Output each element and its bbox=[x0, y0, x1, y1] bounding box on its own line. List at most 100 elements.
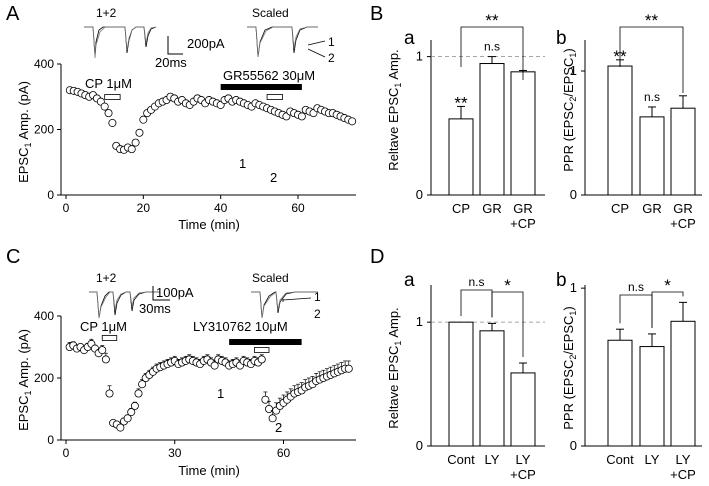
drug-bars bbox=[101, 335, 302, 353]
trace2-label: 2 bbox=[328, 51, 335, 65]
x-tick-label: 20 bbox=[137, 201, 151, 215]
y-axis-label: EPSC1 Amp. (pA) bbox=[16, 81, 33, 183]
category-label: Cont bbox=[606, 452, 634, 467]
category-label: +CP bbox=[670, 216, 696, 231]
y-tick-label: 1 bbox=[570, 63, 577, 78]
data-point bbox=[261, 395, 270, 404]
scalebar-y-label: 200pA bbox=[187, 36, 225, 51]
drug-bar-filled bbox=[220, 84, 302, 90]
data-point bbox=[344, 364, 353, 373]
data-point bbox=[135, 128, 144, 137]
trace-scaled-gray bbox=[247, 26, 318, 58]
trace-scaled-gray bbox=[251, 291, 318, 319]
category-label: +CP bbox=[670, 467, 696, 482]
data-point bbox=[100, 102, 109, 111]
y-tick-label: 0 bbox=[416, 438, 423, 453]
data-point bbox=[98, 346, 107, 355]
x-tick-label: 30 bbox=[168, 446, 182, 460]
y-tick-label: 1 bbox=[416, 49, 423, 64]
category-label: Cont bbox=[447, 452, 475, 467]
category-label: GR bbox=[673, 201, 693, 216]
data-point bbox=[348, 117, 357, 126]
bar bbox=[607, 339, 633, 447]
data-point bbox=[105, 389, 114, 398]
y-ticks: 0 200 400 bbox=[34, 309, 61, 447]
data-point bbox=[210, 361, 219, 370]
y-tick-label: 200 bbox=[34, 123, 54, 137]
scalebar-y-label: 100pA bbox=[156, 285, 194, 300]
trace-overlay-gray bbox=[89, 291, 160, 319]
axes bbox=[60, 316, 356, 441]
y-tick-label: 1 bbox=[416, 314, 423, 329]
significance-label: * bbox=[504, 276, 511, 295]
category-label: LY bbox=[645, 452, 660, 467]
category-label: +CP bbox=[510, 216, 536, 231]
drug-bar-open bbox=[254, 347, 270, 353]
y-tick-label: 0 bbox=[570, 187, 577, 202]
significance-label: ** bbox=[454, 93, 468, 112]
drug2-label: GR55562 30μM bbox=[223, 68, 315, 83]
trace2-label: 2 bbox=[314, 307, 321, 321]
significance-label: * bbox=[664, 276, 671, 295]
significance-bracket bbox=[460, 26, 524, 80]
trace-left-label: 1+2 bbox=[96, 271, 117, 285]
x-axis-label: Time (min) bbox=[178, 463, 240, 478]
y-ticks: 0 200 400 bbox=[34, 57, 61, 202]
trace2-pointer bbox=[307, 48, 326, 58]
drug-bar-filled bbox=[229, 339, 302, 345]
sub-letter-da: a bbox=[404, 270, 415, 291]
y-tick-label: 400 bbox=[34, 57, 54, 71]
scalebar-x-label: 20ms bbox=[155, 55, 187, 70]
y-axis-label: PPR (EPSC2/EPSC1) bbox=[561, 306, 578, 429]
mark2-label: 2 bbox=[270, 170, 277, 185]
x-tick-label: 60 bbox=[277, 446, 291, 460]
significance-label: n.s bbox=[484, 40, 500, 54]
data-point bbox=[123, 414, 132, 423]
y-tick-label: 0 bbox=[570, 438, 577, 453]
bar bbox=[510, 71, 536, 196]
trace-right-label: Scaled bbox=[252, 271, 289, 285]
y-axis-label: EPSC1 Amp. (pA) bbox=[16, 329, 33, 431]
bar bbox=[510, 372, 536, 447]
data-points bbox=[65, 338, 353, 432]
sub-letter-bb: b bbox=[556, 28, 567, 49]
trace-right-label: Scaled bbox=[252, 6, 289, 20]
bar bbox=[479, 63, 505, 196]
significance-bracket bbox=[491, 291, 524, 358]
bar bbox=[479, 330, 505, 447]
data-point bbox=[139, 115, 148, 124]
significance-label: ** bbox=[645, 11, 659, 30]
trace-left-label: 1+2 bbox=[96, 6, 117, 20]
drug-bar-open bbox=[104, 94, 121, 100]
y-tick-label: 0 bbox=[47, 188, 54, 202]
bar bbox=[448, 321, 474, 447]
data-point bbox=[127, 145, 136, 154]
drug1-label: CP 1μM bbox=[80, 319, 127, 334]
trace1-label: 1 bbox=[328, 35, 335, 49]
bar bbox=[448, 118, 474, 196]
category-label: CP bbox=[611, 201, 629, 216]
significance-bracket bbox=[619, 294, 653, 328]
bar bbox=[639, 116, 665, 196]
y-tick-label: 0 bbox=[416, 187, 423, 202]
y-tick-label: 1 bbox=[570, 280, 577, 295]
category-label: GR bbox=[642, 201, 662, 216]
significance-label: n.s bbox=[468, 275, 484, 289]
panel-letter-b: B bbox=[370, 3, 383, 25]
data-point bbox=[268, 414, 277, 423]
panel-a-plot: 0 200 400 0 20 40 60 EPSC1 Amp. (pA) Time (mi… bbox=[16, 57, 357, 232]
x-tick-label: 0 bbox=[63, 446, 70, 460]
y-axis-label: Reltave EPSC1 Amp. bbox=[386, 307, 403, 428]
x-ticks: 0 30 60 bbox=[63, 440, 291, 460]
x-tick-label: 60 bbox=[291, 201, 305, 215]
significance-bracket bbox=[651, 291, 684, 328]
y-tick-label: 400 bbox=[34, 309, 54, 323]
scalebar-x-label: 30ms bbox=[139, 301, 171, 316]
sub-letter-ba: a bbox=[404, 28, 415, 49]
bar bbox=[607, 65, 633, 196]
sub-letter-db: b bbox=[556, 270, 567, 291]
